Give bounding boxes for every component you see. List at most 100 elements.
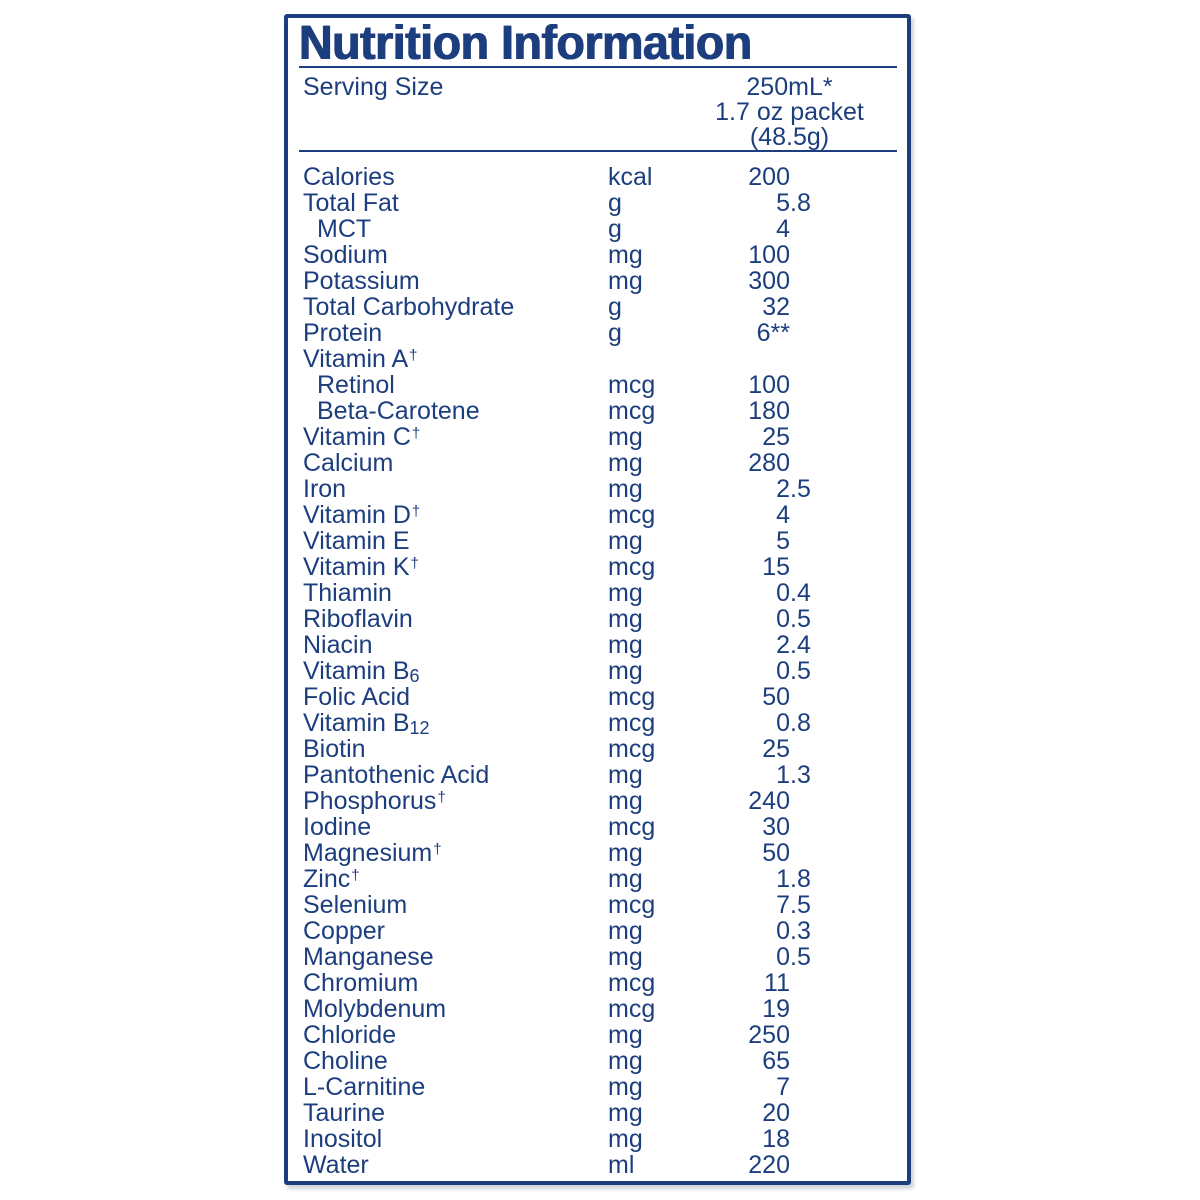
nutrient-value-frac	[790, 242, 824, 268]
nutrient-value-int: 0	[776, 709, 790, 737]
nutrient-name: Calories	[303, 163, 395, 191]
nutrient-unit: g	[608, 189, 622, 217]
nutrient-value-int: 200	[748, 163, 790, 191]
nutrient-name: Beta-Carotene	[317, 397, 480, 425]
nutrient-value-int: 280	[748, 449, 790, 477]
nutrient-value-int: 0	[776, 579, 790, 607]
nutrient-row: L-Carnitine mg 7	[288, 1074, 897, 1100]
nutrient-value-frac	[790, 164, 824, 190]
nutrient-name: Selenium	[303, 891, 408, 919]
nutrient-unit: mcg	[608, 683, 656, 711]
nutrient-row: Iodine mcg 30	[288, 814, 897, 840]
nutrient-name: Vitamin K†	[303, 553, 419, 581]
nutrient-value-int: 1	[776, 761, 790, 789]
nutrient-value-int: 5	[776, 189, 790, 217]
nutrient-value-int: 32	[762, 293, 790, 321]
nutrient-row: Thiamin mg 0.4	[288, 580, 897, 606]
nutrient-unit: mcg	[608, 891, 656, 919]
serving-divider	[299, 150, 897, 152]
nutrient-name: Total Carbohydrate	[303, 293, 515, 321]
nutrient-value-int: 7	[776, 1073, 790, 1101]
nutrient-row: Total Fat g 5.8	[288, 190, 897, 216]
nutrient-name: Copper	[303, 917, 385, 945]
nutrient-unit: g	[608, 215, 622, 243]
nutrient-row: Vitamin K† mcg 15	[288, 554, 897, 580]
nutrient-value-int: 0	[776, 605, 790, 633]
nutrient-name: Magnesium†	[303, 839, 442, 867]
nutrient-value-int: 2	[776, 631, 790, 659]
subscript-index: 6	[409, 665, 420, 686]
nutrient-row: Magnesium† mg 50	[288, 840, 897, 866]
nutrient-row: Iron mg 2.5	[288, 476, 897, 502]
nutrient-name: Zinc†	[303, 865, 360, 893]
nutrient-value-frac	[790, 450, 824, 476]
title-divider	[299, 66, 897, 68]
nutrient-value-frac	[790, 372, 824, 398]
nutrient-value-frac: .3	[790, 761, 811, 789]
nutrients-table: Calories kcal 200 Total Fat g 5.8 MCT g 4 Sodium m…	[288, 164, 897, 1178]
nutrient-value-frac	[790, 1048, 824, 1074]
nutrient-unit: mg	[608, 917, 643, 945]
nutrient-name: Vitamin B6	[303, 657, 420, 686]
nutrient-unit: mg	[608, 761, 643, 789]
nutrient-value-frac	[790, 554, 824, 580]
nutrient-row: Copper mg 0.3	[288, 918, 897, 944]
page-title: Nutrition Information	[299, 17, 752, 70]
nutrient-name: Calcium	[303, 449, 394, 477]
dagger-footnote-mark: †	[351, 866, 360, 884]
subscript-index: 12	[409, 717, 430, 738]
nutrient-row: Chromium mcg 11	[288, 970, 897, 996]
nutrient-unit: mg	[608, 527, 643, 555]
nutrient-row: Riboflavin mg 0.5	[288, 606, 897, 632]
nutrient-value-int: 19	[762, 995, 790, 1023]
nutrient-name: Niacin	[303, 631, 373, 659]
nutrient-value-int: 50	[762, 683, 790, 711]
nutrient-row: Protein g 6**	[288, 320, 897, 346]
nutrition-label: Nutrition Information Serving Size 250mL…	[284, 14, 911, 1185]
nutrient-value-int: 0	[776, 917, 790, 945]
nutrient-value-frac: .8	[790, 709, 811, 737]
nutrient-unit: mg	[608, 865, 643, 893]
nutrient-value-frac	[790, 684, 824, 710]
nutrient-value-frac	[790, 1074, 824, 1100]
nutrient-unit: mcg	[608, 709, 656, 737]
nutrient-unit: mcg	[608, 969, 656, 997]
dagger-footnote-mark: †	[409, 346, 418, 364]
nutrient-unit: mcg	[608, 501, 656, 529]
nutrient-name: Taurine	[303, 1099, 385, 1127]
nutrient-row: Phosphorus† mg 240	[288, 788, 897, 814]
nutrient-value-int: 6**	[756, 319, 790, 347]
nutrient-row: Selenium mcg 7.5	[288, 892, 897, 918]
serving-size-section: Serving Size 250mL* 1.7 oz packet (48.5g…	[288, 68, 897, 150]
serving-size-values: 250mL* 1.7 oz packet (48.5g)	[682, 75, 897, 150]
nutrient-unit: mcg	[608, 553, 656, 581]
nutrient-value-int: 250	[748, 1021, 790, 1049]
nutrient-value-frac	[790, 1152, 824, 1178]
nutrient-row: Calories kcal 200	[288, 164, 897, 190]
nutrient-unit: mg	[608, 423, 643, 451]
dagger-footnote-mark: †	[433, 840, 442, 858]
nutrient-unit: mg	[608, 1073, 643, 1101]
nutrient-name: Thiamin	[303, 579, 392, 607]
nutrient-value-int: 4	[776, 501, 790, 529]
nutrient-row: Calcium mg 280	[288, 450, 897, 476]
nutrient-value-int: 0	[776, 657, 790, 685]
dagger-footnote-mark: †	[410, 554, 419, 572]
nutrient-value-frac: .5	[790, 657, 811, 685]
nutrient-value-frac: .5	[790, 943, 811, 971]
nutrient-value-frac	[790, 970, 824, 996]
nutrient-row: MCT g 4	[288, 216, 897, 242]
nutrient-unit: mg	[608, 657, 643, 685]
nutrient-value-int: 25	[762, 735, 790, 763]
nutrient-name: Iron	[303, 475, 347, 503]
nutrient-name: Water	[303, 1151, 369, 1179]
nutrient-value-frac	[790, 502, 824, 528]
nutrient-value-frac	[790, 1100, 824, 1126]
serving-size-label: Serving Size	[303, 73, 444, 101]
nutrient-unit: mg	[608, 1099, 643, 1127]
nutrient-unit: mg	[608, 1047, 643, 1075]
nutrient-value-frac	[790, 398, 824, 424]
nutrient-name: Folic Acid	[303, 683, 410, 711]
nutrient-name: Pantothenic Acid	[303, 761, 490, 789]
nutrient-value-int: 0	[776, 943, 790, 971]
